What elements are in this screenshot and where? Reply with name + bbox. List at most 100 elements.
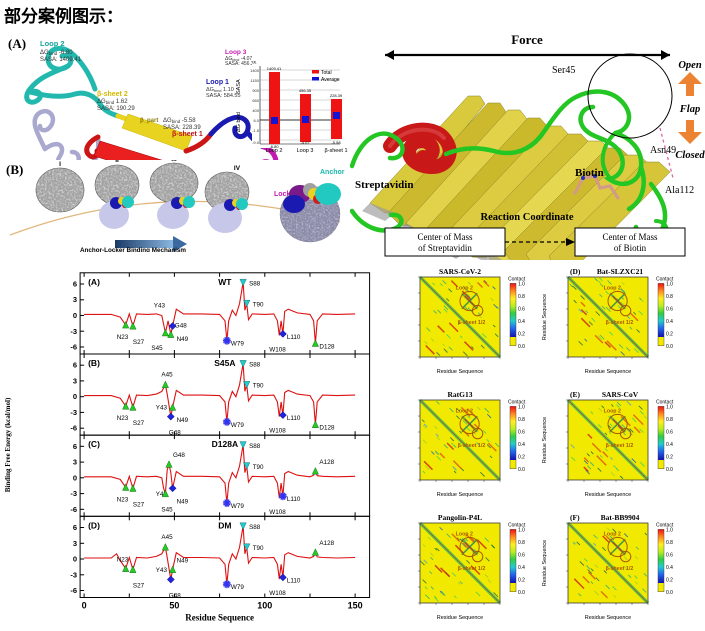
svg-text:0.4: 0.4 [518,442,525,448]
svg-text:S88: S88 [249,524,261,531]
svg-text:Residue Sequence: Residue Sequence [437,615,483,621]
svg-text:of Streptavidin: of Streptavidin [418,243,472,253]
svg-text:1.0: 1.0 [518,281,525,287]
svg-text:3: 3 [73,539,77,548]
svg-text:S27: S27 [133,501,145,508]
svg-text:A45: A45 [161,372,173,379]
svg-text:-1.5: -1.5 [252,128,260,133]
svg-text:0.8: 0.8 [518,294,525,300]
svg-text:0.4: 0.4 [666,442,673,448]
svg-text:S45: S45 [161,507,173,514]
svg-text:0.8: 0.8 [518,417,525,423]
svg-text:1400: 1400 [250,68,260,73]
svg-text:G48: G48 [173,452,185,459]
svg-text:G48: G48 [169,430,181,437]
svg-text:A128: A128 [319,459,334,466]
svg-text:T90: T90 [253,464,264,471]
svg-text:Loop 2: Loop 2 [604,408,621,414]
svg-text:W108: W108 [269,428,286,435]
svg-text:β_part: β_part [140,118,158,124]
svg-text:1.0: 1.0 [666,281,673,287]
svg-text:Loop 2: Loop 2 [456,531,473,537]
svg-text:S45A: S45A [214,358,235,368]
svg-text:Residue Sequence: Residue Sequence [585,492,631,498]
svg-text:N49: N49 [177,336,189,343]
svg-text:L110: L110 [287,496,301,503]
svg-text:-5.58: -5.58 [331,140,341,145]
svg-text:Residue Sequence: Residue Sequence [542,540,548,586]
svg-text:0.2: 0.2 [666,331,673,337]
svg-text:Loop 2: Loop 2 [456,408,473,414]
svg-text:400: 400 [252,108,259,113]
svg-text:1.0: 1.0 [518,404,525,410]
svg-text:Loop 1: Loop 1 [206,79,229,86]
svg-text:3: 3 [73,458,77,467]
svg-text:D128: D128 [319,425,335,432]
svg-text:L110: L110 [287,334,301,341]
svg-text:Ser45: Ser45 [552,65,575,76]
svg-text:β-sheet 2: β-sheet 2 [97,91,128,98]
svg-text:S88: S88 [249,280,261,287]
svg-text:Anchor-Locker Binding Mechanis: Anchor-Locker Binding Mechanism [80,247,186,252]
svg-text:W79: W79 [231,503,244,510]
svg-text:100: 100 [257,601,272,611]
svg-text:0.0: 0.0 [666,344,673,350]
svg-text:(D): (D) [570,267,581,276]
svg-text:0: 0 [73,311,77,320]
svg-text:III: III [171,160,177,163]
svg-text:(B): (B) [88,358,100,368]
svg-text:(A): (A) [8,36,26,51]
svg-text:-6: -6 [70,586,77,595]
svg-text:-4.07: -4.07 [300,140,310,145]
svg-text:-3: -3 [70,408,77,417]
svg-text:0.2: 0.2 [666,454,673,460]
svg-text:-3: -3 [70,489,77,498]
svg-text:Reaction Coordinate: Reaction Coordinate [480,212,573,223]
svg-text:SARS-CoV: SARS-CoV [602,390,639,399]
svg-text:1.0: 1.0 [666,527,673,533]
svg-text:Total: Total [321,70,332,76]
svg-text:900: 900 [252,88,259,93]
svg-text:-3: -3 [70,327,77,336]
svg-text:0.4: 0.4 [518,565,525,571]
svg-text:0.8: 0.8 [666,540,673,546]
svg-text:SASA: 1409.41: SASA: 1409.41 [40,57,82,63]
svg-text:0: 0 [73,555,77,564]
svg-text:Bat-BB9904: Bat-BB9904 [601,513,640,522]
svg-text:0: 0 [73,473,77,482]
svg-text:β-sheet 1: β-sheet 1 [324,148,347,154]
svg-text:0.6: 0.6 [518,429,525,435]
svg-text:G48: G48 [175,322,187,329]
svg-text:β-sheet 1/2: β-sheet 1/2 [458,320,486,326]
svg-text:6.0: 6.0 [253,118,259,123]
svg-text:1409.41: 1409.41 [267,66,282,71]
svg-text:I: I [59,161,61,168]
svg-text:Bat-SLZXC21: Bat-SLZXC21 [597,267,644,276]
svg-text:0.4: 0.4 [666,319,673,325]
svg-text:Anchor: Anchor [320,169,345,176]
svg-text:N49: N49 [177,498,189,505]
svg-text:Streptavidin: Streptavidin [355,179,413,191]
svg-text:Y43: Y43 [156,567,168,574]
svg-text:RatG13: RatG13 [448,390,473,399]
svg-text:Loop 2: Loop 2 [266,148,283,154]
svg-text:β-sheet 1/2: β-sheet 1/2 [458,566,486,572]
svg-text:3: 3 [73,295,77,304]
svg-text:β-sheet 1/2: β-sheet 1/2 [606,320,634,326]
svg-text:Y43: Y43 [156,404,168,411]
svg-text:N23: N23 [117,415,129,422]
svg-text:Residue Sequence: Residue Sequence [585,615,631,621]
svg-text:L110: L110 [287,415,301,422]
svg-text:-6: -6 [70,424,77,433]
svg-text:ΔGbind -5.58: ΔGbind -5.58 [163,118,196,124]
svg-text:0: 0 [73,392,77,401]
svg-text:Loop 3: Loop 3 [297,148,314,154]
svg-text:Y43: Y43 [154,303,166,310]
svg-text:Loop 2: Loop 2 [604,531,621,537]
svg-text:D128: D128 [319,343,335,350]
svg-text:W79: W79 [231,422,244,429]
svg-text:Closed: Closed [675,150,705,161]
svg-text:(C): (C) [88,439,100,449]
svg-text:0.0: 0.0 [518,344,525,350]
svg-text:0.8: 0.8 [666,294,673,300]
